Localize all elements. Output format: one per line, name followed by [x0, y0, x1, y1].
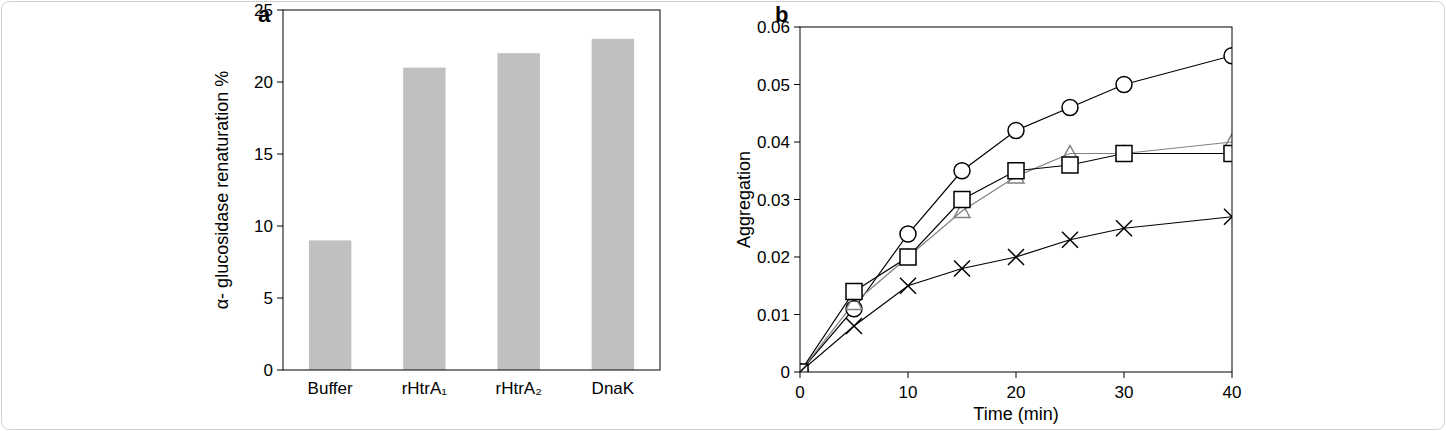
line-chart: 0 10 20 30 40 Time (min) 0 0.01 0.02 0.03 0.04 0.05…: [734, 2, 1241, 424]
x-tick: [800, 372, 801, 378]
x-tick: [1232, 372, 1233, 378]
point: [1008, 249, 1024, 265]
y-tick-label: 0.01: [757, 306, 790, 325]
point: [954, 261, 970, 277]
bar: [309, 240, 351, 370]
y-tick-label: 10: [254, 217, 273, 236]
panel-label: a: [258, 2, 271, 27]
y-tick: [277, 226, 283, 227]
point: [1224, 209, 1232, 225]
y-tick-label: 20: [254, 73, 273, 92]
x-tick-label: 0: [795, 383, 804, 402]
plot-frame: [283, 10, 660, 370]
point: [954, 163, 970, 179]
series-line: [800, 154, 1232, 373]
y-tick-label: 0.02: [757, 248, 790, 267]
y-tick: [277, 298, 283, 299]
y-tick: [277, 370, 283, 371]
point: [1224, 146, 1232, 162]
y-tick-label: 0: [781, 363, 790, 382]
point: [1062, 232, 1078, 248]
x-tick-label: 40: [1223, 383, 1242, 402]
y-tick-label: 0: [264, 361, 273, 380]
point: [800, 364, 808, 372]
point: [1062, 100, 1078, 116]
y-tick-label: 15: [254, 145, 273, 164]
y-tick: [794, 27, 800, 28]
x-tick: [1016, 372, 1017, 378]
series-line: [800, 142, 1232, 372]
series-line: [800, 56, 1232, 372]
panel-label: b: [775, 2, 788, 27]
y-tick-label: 0.05: [757, 76, 790, 95]
y-tick: [277, 154, 283, 155]
y-tick: [277, 82, 283, 83]
point: [846, 284, 862, 300]
x-tick-label: 30: [1115, 383, 1134, 402]
bar: [592, 39, 634, 370]
point: [900, 226, 916, 242]
point: [846, 318, 862, 334]
plot-frame: [800, 27, 1232, 372]
bars: [309, 39, 634, 370]
figure: BufferrHtrA₁rHtrA₂DnaK0510152025α- gluco…: [0, 0, 1446, 431]
x-tick-label: rHtrA₁: [402, 379, 448, 398]
y-tick-label: 0.04: [757, 133, 790, 152]
point: [1116, 220, 1132, 236]
y-tick: [794, 199, 800, 200]
point: [1062, 157, 1078, 173]
y-tick: [794, 142, 800, 143]
y-tick: [794, 84, 800, 85]
x-tick: [908, 372, 909, 378]
point: [1008, 123, 1024, 139]
point: [800, 364, 808, 372]
x-tick-label: DnaK: [592, 379, 635, 398]
y-tick: [794, 257, 800, 258]
bar: [497, 53, 539, 370]
x-tick: [1124, 372, 1125, 378]
bar: [403, 68, 445, 370]
point: [954, 192, 970, 208]
y-tick: [794, 314, 800, 315]
point: [900, 278, 916, 294]
x-axis-label: Time (min): [973, 404, 1058, 424]
x-tick-label: rHtrA₂: [495, 379, 541, 398]
y-tick-label: 5: [264, 289, 273, 308]
series-group: [800, 48, 1232, 372]
point: [800, 364, 808, 372]
y-tick: [794, 372, 800, 373]
point: [1116, 146, 1132, 162]
bar-chart: BufferrHtrA₁rHtrA₂DnaK0510152025α- gluco…: [212, 1, 660, 398]
y-axis-label: α- glucosidase renaturation %: [212, 71, 232, 310]
series-line: [800, 217, 1232, 372]
y-tick: [277, 10, 283, 11]
point: [1116, 77, 1132, 93]
point: [1224, 48, 1232, 64]
point: [900, 249, 916, 265]
y-axis-label: Aggregation: [734, 151, 754, 248]
figure-border: [2, 2, 1445, 430]
x-tick-label: Buffer: [308, 379, 353, 398]
x-tick-label: 10: [899, 383, 918, 402]
y-tick-label: 0.03: [757, 191, 790, 210]
point: [1008, 163, 1024, 179]
x-tick-label: 20: [1007, 383, 1026, 402]
